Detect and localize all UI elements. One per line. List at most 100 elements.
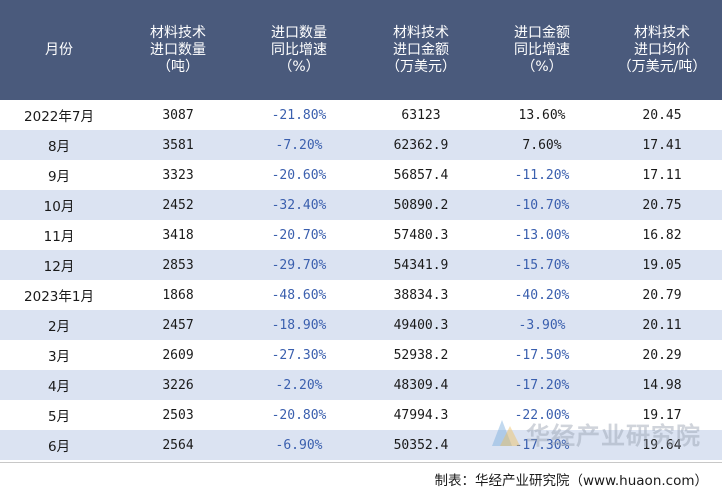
- value-cell: 7.60%: [482, 130, 602, 160]
- value-cell: 63123: [360, 100, 482, 130]
- value-cell: -6.90%: [238, 430, 360, 460]
- value-cell: -10.70%: [482, 190, 602, 220]
- month-cell: 6月: [0, 430, 118, 460]
- column-header-line: 同比增速: [514, 41, 570, 58]
- value-cell: 2457: [118, 310, 238, 340]
- column-header-line: 进口金额: [393, 41, 449, 58]
- value-cell: 14.98: [602, 370, 722, 400]
- value-cell: -13.00%: [482, 220, 602, 250]
- value-cell: 3323: [118, 160, 238, 190]
- month-cell: 12月: [0, 250, 118, 280]
- value-cell: 13.60%: [482, 100, 602, 130]
- month-cell: 8月: [0, 130, 118, 160]
- column-header-2: 进口数量 同比增速 （%）: [238, 0, 360, 100]
- column-header-line: 材料技术: [634, 24, 690, 41]
- header-row: 月份 材料技术 进口数量 （吨） 进口数量 同比增速 （%） 材料技术 进口金额 （万美元） 进口金…: [0, 0, 722, 100]
- value-cell: -27.30%: [238, 340, 360, 370]
- value-cell: 2853: [118, 250, 238, 280]
- value-cell: 2609: [118, 340, 238, 370]
- value-cell: -20.80%: [238, 400, 360, 430]
- value-cell: 38834.3: [360, 280, 482, 310]
- column-header-line: （万美元/吨）: [617, 58, 707, 75]
- month-cell: 4月: [0, 370, 118, 400]
- value-cell: 16.82: [602, 220, 722, 250]
- value-cell: 49400.3: [360, 310, 482, 340]
- footer: 制表：华经产业研究院（www.huaon.com）: [0, 462, 722, 492]
- value-cell: 2564: [118, 430, 238, 460]
- value-cell: 3087: [118, 100, 238, 130]
- column-header-line: （%）: [521, 58, 563, 75]
- value-cell: 50352.4: [360, 430, 482, 460]
- value-cell: -40.20%: [482, 280, 602, 310]
- table-row: 3月 2609 -27.30% 52938.2 -17.50% 20.29: [0, 340, 722, 370]
- month-cell: 2月: [0, 310, 118, 340]
- table-row: 10月 2452 -32.40% 50890.2 -10.70% 20.75: [0, 190, 722, 220]
- value-cell: 57480.3: [360, 220, 482, 250]
- value-cell: -32.40%: [238, 190, 360, 220]
- month-cell: 9月: [0, 160, 118, 190]
- value-cell: -17.50%: [482, 340, 602, 370]
- month-cell: 5月: [0, 400, 118, 430]
- value-cell: 2452: [118, 190, 238, 220]
- value-cell: -11.20%: [482, 160, 602, 190]
- value-cell: 2503: [118, 400, 238, 430]
- value-cell: -3.90%: [482, 310, 602, 340]
- value-cell: 48309.4: [360, 370, 482, 400]
- value-cell: 20.29: [602, 340, 722, 370]
- column-header-5: 材料技术 进口均价 （万美元/吨）: [602, 0, 722, 100]
- column-header-line: 进口数量: [271, 24, 327, 41]
- column-header-line: （%）: [278, 58, 320, 75]
- value-cell: 20.75: [602, 190, 722, 220]
- value-cell: -20.70%: [238, 220, 360, 250]
- value-cell: -15.70%: [482, 250, 602, 280]
- value-cell: -29.70%: [238, 250, 360, 280]
- table-row: 4月 3226 -2.20% 48309.4 -17.20% 14.98: [0, 370, 722, 400]
- column-header-1: 材料技术 进口数量 （吨）: [118, 0, 238, 100]
- table-row: 12月 2853 -29.70% 54341.9 -15.70% 19.05: [0, 250, 722, 280]
- column-header-4: 进口金额 同比增速 （%）: [482, 0, 602, 100]
- column-header-0: 月份: [0, 0, 118, 100]
- table-row: 8月 3581 -7.20% 62362.9 7.60% 17.41: [0, 130, 722, 160]
- value-cell: 3226: [118, 370, 238, 400]
- column-header-line: 进口金额: [514, 24, 570, 41]
- value-cell: -17.30%: [482, 430, 602, 460]
- column-header-line: 材料技术: [393, 24, 449, 41]
- table-row: 2023年1月 1868 -48.60% 38834.3 -40.20% 20.79: [0, 280, 722, 310]
- table-header: 月份 材料技术 进口数量 （吨） 进口数量 同比增速 （%） 材料技术 进口金额 （万美元） 进口金…: [0, 0, 722, 100]
- value-cell: -21.80%: [238, 100, 360, 130]
- value-cell: -7.20%: [238, 130, 360, 160]
- value-cell: 19.17: [602, 400, 722, 430]
- value-cell: 1868: [118, 280, 238, 310]
- value-cell: 20.11: [602, 310, 722, 340]
- table-row: 9月 3323 -20.60% 56857.4 -11.20% 17.11: [0, 160, 722, 190]
- table-row: 2022年7月 3087 -21.80% 63123 13.60% 20.45: [0, 100, 722, 130]
- value-cell: 19.64: [602, 430, 722, 460]
- column-header-line: （万美元）: [386, 58, 456, 75]
- value-cell: 3581: [118, 130, 238, 160]
- source-note: 制表：华经产业研究院（www.huaon.com）: [434, 473, 709, 489]
- value-cell: 52938.2: [360, 340, 482, 370]
- value-cell: 62362.9: [360, 130, 482, 160]
- value-cell: 3418: [118, 220, 238, 250]
- table-row: 11月 3418 -20.70% 57480.3 -13.00% 16.82: [0, 220, 722, 250]
- value-cell: -17.20%: [482, 370, 602, 400]
- month-cell: 11月: [0, 220, 118, 250]
- month-cell: 2023年1月: [0, 280, 118, 310]
- column-header-line: 进口数量: [150, 41, 206, 58]
- value-cell: -20.60%: [238, 160, 360, 190]
- column-header-3: 材料技术 进口金额 （万美元）: [360, 0, 482, 100]
- column-header-line: 月份: [45, 41, 73, 58]
- data-table-container: 月份 材料技术 进口数量 （吨） 进口数量 同比增速 （%） 材料技术 进口金额 （万美元） 进口金…: [0, 0, 722, 460]
- import-data-table: 月份 材料技术 进口数量 （吨） 进口数量 同比增速 （%） 材料技术 进口金额 （万美元） 进口金…: [0, 0, 722, 460]
- value-cell: -22.00%: [482, 400, 602, 430]
- value-cell: 47994.3: [360, 400, 482, 430]
- value-cell: 56857.4: [360, 160, 482, 190]
- table-row: 5月 2503 -20.80% 47994.3 -22.00% 19.17: [0, 400, 722, 430]
- column-header-line: 进口均价: [634, 41, 690, 58]
- value-cell: 17.41: [602, 130, 722, 160]
- value-cell: 50890.2: [360, 190, 482, 220]
- value-cell: 20.79: [602, 280, 722, 310]
- month-cell: 10月: [0, 190, 118, 220]
- month-cell: 2022年7月: [0, 100, 118, 130]
- value-cell: -48.60%: [238, 280, 360, 310]
